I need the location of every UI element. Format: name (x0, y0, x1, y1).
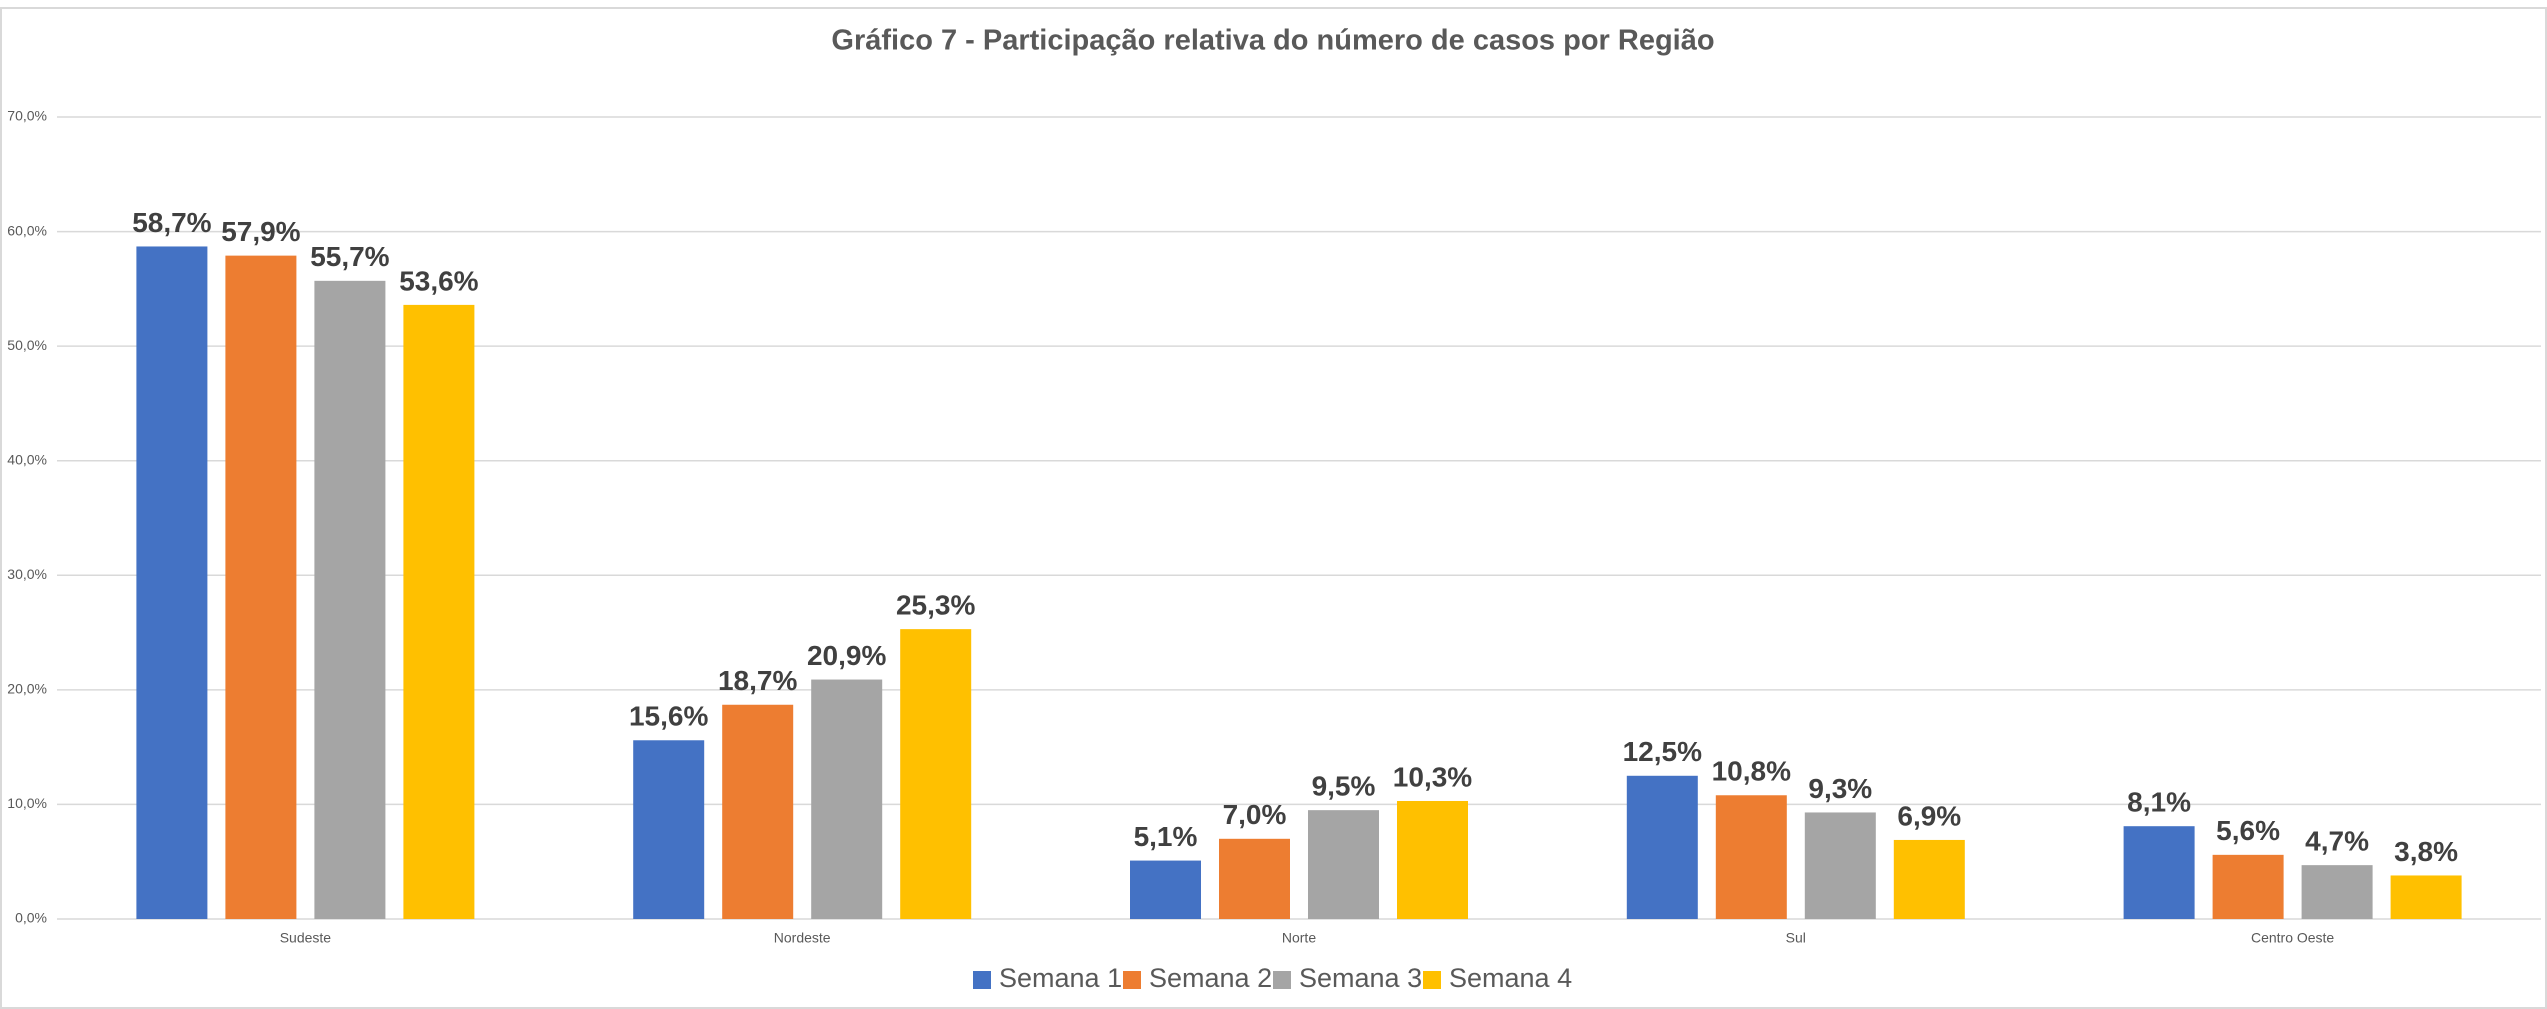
legend-swatch (1273, 971, 1291, 989)
y-tick-label: 70,0% (7, 108, 47, 124)
legend-label: Semana 2 (1149, 963, 1272, 993)
bar (2390, 875, 2462, 919)
value-label: 55,7% (310, 241, 389, 272)
bar (1893, 839, 1965, 919)
value-label: 15,6% (629, 701, 708, 732)
bar (1130, 860, 1201, 919)
x-tick-label: Sul (1786, 930, 1806, 946)
value-label: 20,9% (807, 640, 886, 671)
x-tick-label: Sudeste (280, 930, 332, 946)
bar (900, 629, 972, 919)
y-tick-label: 0,0% (15, 910, 47, 926)
value-label: 7,0% (1223, 799, 1287, 830)
y-tick-label: 40,0% (7, 451, 47, 467)
y-tick-label: 50,0% (7, 337, 47, 353)
value-label: 58,7% (132, 207, 211, 238)
y-tick-label: 10,0% (7, 795, 47, 811)
bar (1219, 838, 1290, 919)
value-label: 18,7% (718, 665, 797, 696)
legend-label: Semana 1 (999, 963, 1122, 993)
y-tick-label: 60,0% (7, 222, 47, 238)
value-label: 57,9% (221, 216, 300, 247)
bar (2212, 854, 2284, 919)
legend-swatch (1423, 971, 1441, 989)
y-tick-label: 30,0% (7, 566, 47, 582)
chart-title: Gráfico 7 - Participação relativa do núm… (831, 25, 1714, 57)
y-tick-label: 20,0% (7, 681, 47, 697)
value-label: 5,6% (2216, 815, 2280, 846)
bar (633, 740, 705, 919)
value-label: 12,5% (1623, 736, 1702, 767)
value-label: 9,5% (1312, 771, 1376, 802)
value-label: 4,7% (2305, 826, 2369, 857)
bar (1308, 810, 1379, 919)
bar (1804, 812, 1876, 919)
value-label: 9,3% (1808, 773, 1872, 804)
legend-swatch (973, 971, 991, 989)
value-label: 8,1% (2127, 787, 2191, 818)
bar (136, 246, 208, 920)
bar (1715, 795, 1787, 919)
bar (225, 255, 297, 920)
value-label: 10,3% (1393, 761, 1472, 792)
bar (2123, 826, 2195, 919)
value-label: 53,6% (399, 265, 478, 296)
bar (2301, 865, 2373, 919)
bar (1397, 800, 1468, 919)
bar (314, 280, 386, 919)
x-tick-label: Centro Oeste (2251, 930, 2334, 946)
legend-label: Semana 3 (1299, 963, 1422, 993)
value-label: 10,8% (1712, 756, 1791, 787)
x-tick-label: Nordeste (774, 930, 831, 946)
value-label: 3,8% (2394, 836, 2458, 867)
x-tick-label: Norte (1282, 930, 1316, 946)
value-label: 25,3% (896, 590, 975, 621)
value-label: 5,1% (1134, 821, 1198, 852)
legend-swatch (1123, 971, 1141, 989)
value-label: 6,9% (1897, 800, 1961, 831)
legend-label: Semana 4 (1449, 963, 1572, 993)
bar (811, 679, 883, 919)
bar (403, 304, 475, 919)
bar (1626, 775, 1698, 919)
bar (722, 704, 794, 919)
